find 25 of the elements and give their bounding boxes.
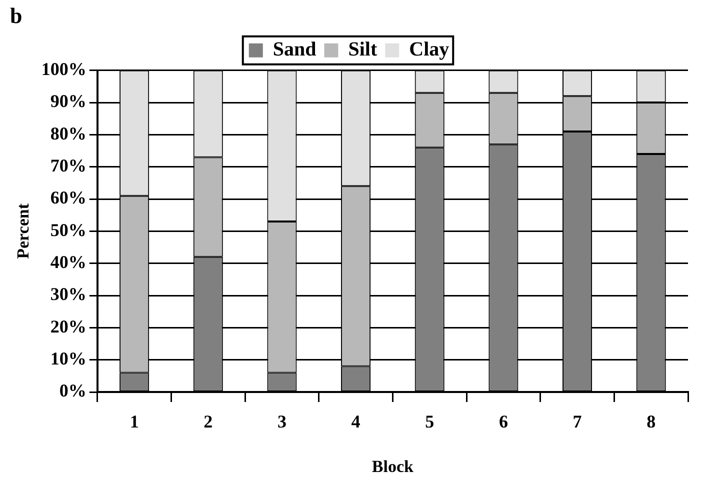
x-tick-label: 3 [277, 411, 286, 432]
y-tick-label: 50% [50, 220, 86, 240]
y-tick-label: 40% [50, 252, 86, 272]
x-tick-label: 4 [351, 411, 360, 432]
x-tick-label: 1 [130, 411, 139, 432]
y-tick-label: 0% [59, 380, 86, 401]
x-tick-label: 2 [204, 411, 213, 432]
y-tick-label: 70% [50, 156, 86, 176]
x-tick-label: 6 [498, 411, 508, 432]
y-tick-label: 30% [50, 284, 86, 304]
y-tick-label: 20% [50, 316, 86, 336]
x-tick-label: 8 [646, 411, 656, 432]
chart-title: b [10, 2, 22, 28]
y-axis-title: Percent [14, 203, 33, 259]
x-tick-label: 5 [425, 411, 434, 432]
y-tick-label: 10% [50, 348, 86, 368]
x-axis-title: Block [372, 457, 414, 476]
y-tick-label: 90% [50, 91, 86, 112]
y-tick-label: 100% [41, 59, 86, 80]
legend-label: Silt [348, 38, 378, 61]
legend-label: Sand [272, 38, 316, 61]
legend-label: Clay [409, 38, 450, 61]
y-tick-label: 80% [50, 123, 86, 144]
x-tick-label: 7 [572, 411, 582, 432]
y-tick-label: 60% [50, 188, 86, 208]
